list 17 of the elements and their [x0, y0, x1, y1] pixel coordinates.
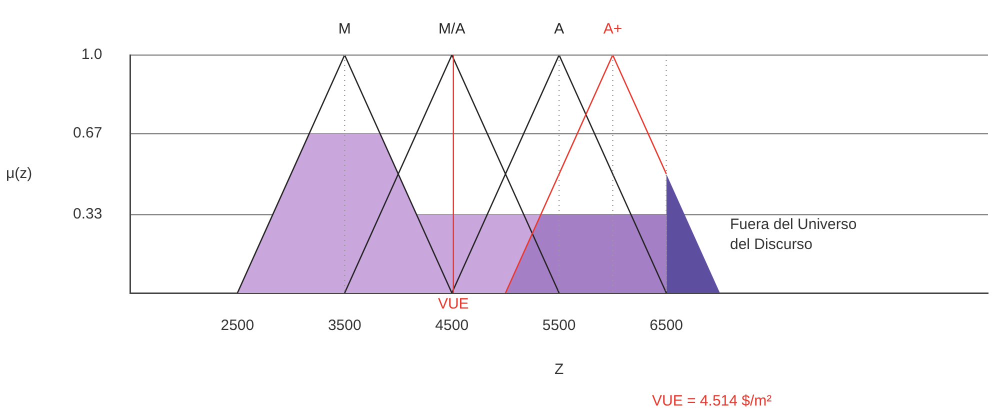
series-label: M — [338, 20, 351, 38]
series-label: A — [554, 20, 564, 38]
x-tick-label: 2500 — [220, 317, 254, 334]
ref-line-label: VUE — [438, 296, 469, 313]
annotation: Fuera del Universo del Discurso — [730, 216, 857, 254]
x-tick-label: 3500 — [328, 317, 362, 334]
y-axis-title: μ(z) — [6, 165, 32, 182]
series-label: M/A — [438, 20, 466, 38]
x-tick-label: 4500 — [435, 317, 469, 334]
y-tick-label: 1.0 — [81, 46, 102, 64]
x-tick-label: 6500 — [650, 317, 684, 334]
y-tick-label: 0.33 — [72, 206, 102, 223]
series-label: A+ — [603, 20, 622, 38]
x-axis-title: Z — [554, 361, 564, 378]
y-tick-label: 0.67 — [72, 124, 102, 142]
x-tick-label: 5500 — [542, 317, 576, 334]
text: VUE = 4.514 $/m² — [652, 392, 772, 410]
